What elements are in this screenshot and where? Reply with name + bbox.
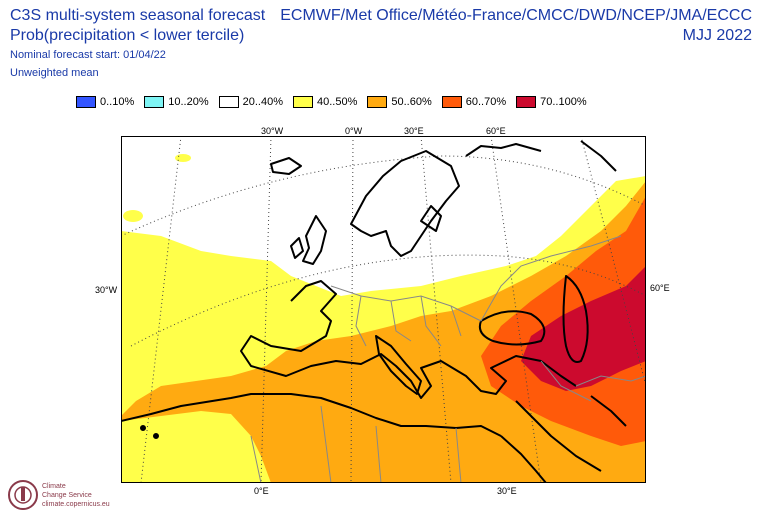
- legend-label: 20..40%: [242, 96, 283, 108]
- mean-type: Unweighted mean: [10, 67, 99, 79]
- logo-line3: climate.copernicus.eu: [42, 500, 110, 508]
- legend: 0..10% 10..20% 20..40% 40..50% 50..60% 6…: [76, 96, 597, 108]
- lon-label-bottom: 30°E: [497, 486, 517, 496]
- prob-field-40-50-south: [121, 411, 271, 483]
- legend-item: 60..70%: [441, 96, 507, 108]
- prob-patch: [175, 154, 191, 162]
- legend-item: 40..50%: [293, 96, 357, 108]
- prob-field-70-100: [521, 266, 646, 391]
- legend-label: 70..100%: [540, 96, 587, 108]
- map-panel: [121, 136, 646, 483]
- legend-swatch: [144, 96, 165, 108]
- map-frame: [121, 136, 646, 483]
- prob-field-50-60: [121, 181, 646, 483]
- header-right: ECMWF/Met Office/Météo-France/CMCC/DWD/N…: [280, 6, 752, 46]
- logo-line1: Climate: [42, 482, 66, 490]
- lon-label-top: 0°W: [345, 126, 363, 136]
- legend-item: 20..40%: [218, 96, 283, 108]
- lat-label-right: 60°E: [650, 283, 670, 293]
- lon-label-top: 30°W: [261, 126, 284, 136]
- legend-item: 10..20%: [144, 96, 209, 108]
- legend-item: 0..10%: [76, 96, 134, 108]
- legend-item: 50..60%: [367, 96, 432, 108]
- copernicus-logo: Climate Change Service climate.copernicu…: [6, 478, 110, 512]
- prob-patch: [123, 210, 143, 222]
- legend-swatch: [76, 96, 96, 108]
- climate-logo-icon: [8, 480, 38, 510]
- legend-label: 10..20%: [168, 96, 209, 108]
- legend-label: 40..50%: [317, 96, 358, 108]
- systems-list: ECMWF/Met Office/Météo-France/CMCC/DWD/N…: [280, 7, 752, 24]
- legend-swatch: [516, 96, 537, 108]
- legend-item: 70..100%: [516, 96, 587, 108]
- coastlines: [121, 140, 627, 483]
- header-left: C3S multi-system seasonal forecast Prob(…: [10, 6, 265, 80]
- prob-field-20-40: [121, 136, 646, 296]
- legend-swatch: [367, 96, 388, 108]
- lon-label-top: 30°E: [404, 126, 424, 136]
- legend-swatch: [293, 96, 313, 108]
- forecast-start: Nominal forecast start: 01/04/22: [10, 49, 166, 61]
- map-subtitle: Prob(precipitation < lower tercile): [10, 27, 245, 44]
- legend-label: 0..10%: [100, 96, 135, 108]
- legend-label: 60..70%: [465, 96, 507, 108]
- graticule: [121, 136, 646, 483]
- lon-label-bottom: 0°E: [254, 486, 269, 496]
- legend-swatch: [218, 96, 239, 108]
- legend-label: 50..60%: [391, 96, 432, 108]
- map-title: C3S multi-system seasonal forecast: [10, 7, 266, 24]
- legend-swatch: [441, 96, 462, 108]
- borders: [250, 235, 646, 483]
- forecast-map: [121, 136, 646, 483]
- logo-line2: Change Service: [42, 491, 92, 499]
- lat-label-left: 30°W: [95, 285, 118, 295]
- lon-label-top: 60°E: [486, 126, 506, 136]
- season-label: MJJ 2022: [682, 27, 752, 44]
